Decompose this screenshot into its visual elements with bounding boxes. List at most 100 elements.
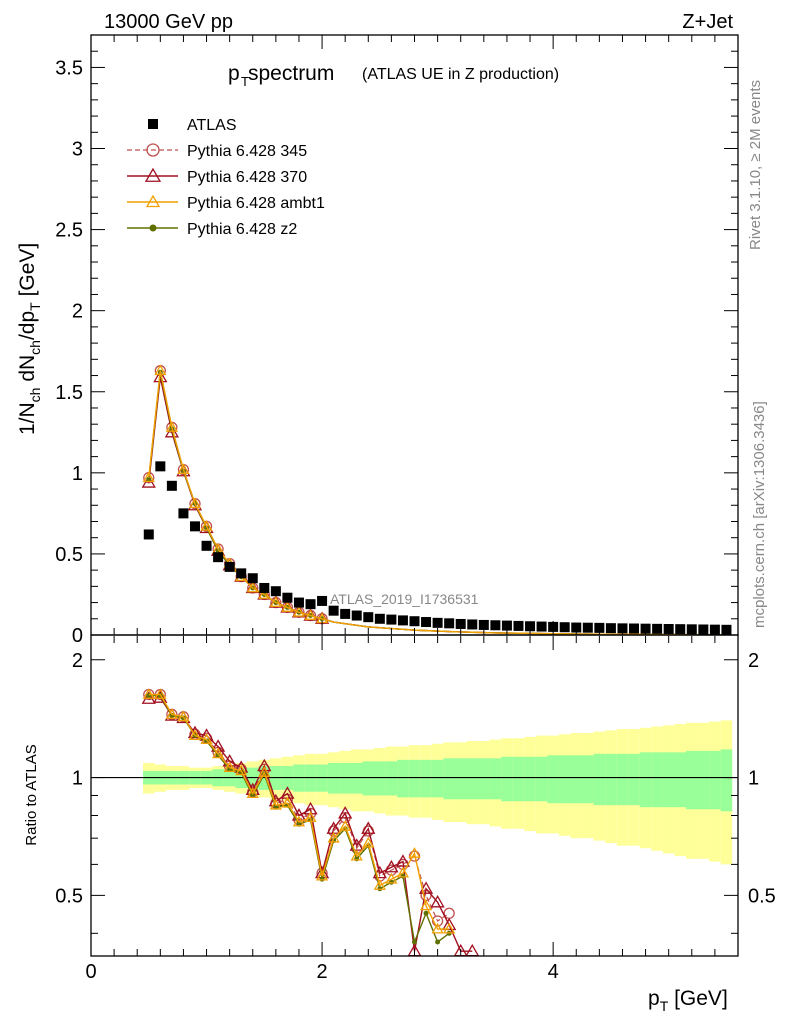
y-tick-label: 2.5: [55, 220, 83, 242]
ratio-point: [435, 939, 441, 945]
band-inner-bin: [662, 752, 675, 808]
ratio-point: [177, 710, 190, 722]
atlas-data-point: [652, 623, 663, 634]
atlas-data-point: [501, 620, 512, 631]
ratio-y-tick-label: 0.5: [55, 885, 83, 907]
y-axis-label-ratio: Ratio to ATLAS: [23, 744, 40, 845]
atlas-data-point: [247, 573, 258, 584]
atlas-data-point: [236, 568, 247, 579]
atlas-data-point: [675, 624, 686, 635]
legend-marker: [145, 194, 161, 208]
atlas-data-point: [386, 614, 397, 625]
ratio-y-tick-label: 1: [72, 768, 83, 790]
band-inner-bin: [535, 756, 548, 802]
ratio-point: [361, 821, 376, 834]
process-label: Z+Jet: [682, 11, 733, 33]
atlas-data-point: [293, 597, 304, 608]
atlas-data-point: [536, 621, 547, 632]
ratio-point: [292, 815, 306, 827]
atlas-data-point: [525, 621, 536, 632]
data-point: [269, 596, 282, 607]
y-tick-label: 3: [72, 139, 83, 161]
atlas-data-point: [143, 529, 154, 540]
band-inner-bin: [397, 759, 409, 798]
title-sub: T: [241, 74, 249, 89]
atlas-data-point: [189, 521, 200, 532]
atlas-data-point: [594, 622, 605, 633]
band-inner-bin: [327, 762, 340, 794]
band-inner-bin: [616, 753, 629, 806]
ratio-point: [431, 915, 444, 927]
y-tick-label: 1: [72, 463, 83, 485]
band-inner-bin: [501, 756, 513, 802]
data-point: [304, 609, 317, 620]
ratio-point: [165, 708, 178, 719]
band-inner-bin: [593, 753, 606, 806]
ratio-point: [210, 739, 226, 752]
atlas-data-point: [409, 616, 420, 627]
ratio-point: [319, 876, 325, 882]
band-inner-bin: [524, 756, 536, 802]
band-inner-bin: [454, 758, 467, 800]
ratio-point: [153, 690, 168, 703]
ratio-uncertainty-band: [142, 720, 733, 865]
ratio-point: [400, 873, 406, 879]
atlas-data-point: [259, 582, 270, 593]
ratio-point: [211, 747, 225, 759]
ratio-point: [465, 943, 480, 956]
band-inner-bin: [443, 758, 455, 800]
ratio-point: [154, 688, 167, 699]
legend-entry: Pythia 6.428 370: [127, 167, 307, 186]
y-tick-label: 1.5: [55, 382, 83, 404]
band-inner-bin: [408, 759, 421, 798]
svg-text:1/Nch dNch/dpT [GeV]: 1/Nch dNch/dpT [GeV]: [16, 243, 43, 435]
ratio-point: [257, 758, 272, 772]
ratio-point: [246, 787, 259, 798]
data-point: [165, 421, 178, 432]
band-inner-bin: [431, 759, 444, 798]
data-point: [146, 476, 152, 482]
y-tick-label: 0.5: [55, 544, 83, 566]
x-tick-label: 0: [85, 961, 96, 983]
ratio-plot-area: [91, 688, 738, 956]
atlas-data-point: [629, 623, 640, 634]
ratio-y-tick-label-right: 1: [748, 768, 759, 790]
band-inner-bin: [489, 758, 502, 800]
ratio-point: [235, 764, 248, 776]
atlas-data-point: [305, 599, 316, 610]
energy-label: 13000 GeV pp: [104, 11, 233, 33]
legend-marker: [144, 167, 162, 182]
data-point: [177, 463, 190, 474]
ratio-point: [385, 872, 398, 884]
atlas-data-point: [270, 586, 281, 597]
ratio-y-tick-label-right: 2: [748, 650, 759, 672]
atlas-data-point: [432, 617, 443, 628]
band-inner-bin: [674, 752, 687, 808]
atlas-data-point: [721, 624, 732, 635]
main-series-atlas: [143, 461, 732, 635]
data-point: [292, 605, 306, 617]
y-tick-label: 2: [72, 301, 83, 323]
ratio-point: [315, 869, 329, 881]
ratio-point: [350, 849, 363, 861]
ratio-y-tick-label-right: 0.5: [748, 885, 776, 907]
atlas-data-point: [605, 623, 616, 634]
ratio-line: [148, 696, 473, 952]
band-inner-bin: [651, 752, 663, 808]
legend-label: Pythia 6.428 z2: [187, 221, 297, 238]
ratio-point: [431, 922, 444, 934]
band-inner-bin: [582, 755, 594, 804]
atlas-data-point: [328, 605, 339, 616]
ratio-point: [423, 910, 429, 916]
atlas-data-point: [571, 622, 582, 633]
ratio-point: [412, 939, 417, 945]
band-inner-bin: [686, 750, 698, 810]
ratio-point: [222, 754, 237, 767]
band-inner-bin: [374, 761, 386, 796]
atlas-data-point: [363, 612, 374, 623]
band-inner-bin: [350, 762, 363, 794]
data-point: [154, 364, 167, 376]
atlas-data-point: [490, 620, 501, 631]
atlas-data-point: [201, 540, 212, 551]
